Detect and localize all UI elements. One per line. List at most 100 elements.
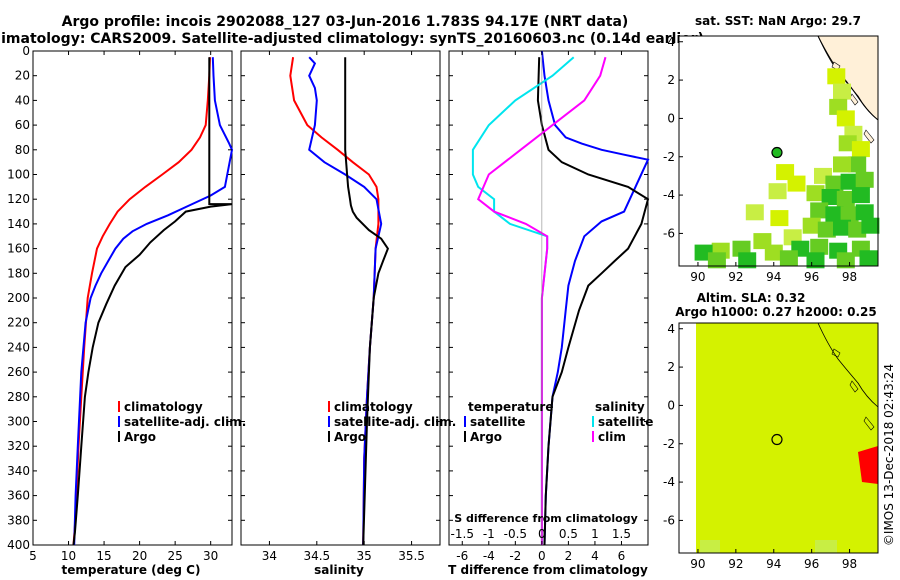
sumatra-land — [817, 322, 879, 408]
x-tick-label: 0 — [538, 549, 546, 563]
x-tick-label: 6 — [618, 549, 626, 563]
sst-cell — [861, 217, 880, 234]
island — [849, 380, 859, 393]
imos-credit: ©IMOS 13-Dec-2018 02:43:24 — [882, 364, 896, 546]
sst-cell — [836, 110, 855, 127]
legend-t-sat-label: satellite — [470, 415, 525, 429]
y-tick-label: 40 — [15, 93, 30, 107]
sst-cell — [821, 189, 840, 205]
map-x-tick-label: 92 — [728, 270, 743, 284]
map-y-tick-label: -4 — [663, 475, 675, 489]
y-tick-label: 20 — [15, 69, 30, 83]
legend-s-title: salinity — [595, 400, 645, 414]
y-tick-label: 260 — [7, 365, 30, 379]
sla-map-frame — [678, 322, 879, 554]
y-tick-label: 400 — [7, 538, 30, 552]
y-tick-label: 300 — [7, 415, 30, 429]
x-tick-label: 34 — [262, 549, 277, 563]
x-tick-label: 30 — [203, 549, 218, 563]
sst-cell — [833, 83, 851, 100]
sst-cell — [836, 252, 855, 269]
y-tick-label: 0 — [22, 44, 30, 58]
sst-cell — [787, 175, 806, 192]
map-x-tick-label: 90 — [690, 270, 705, 284]
sst-cell — [810, 202, 829, 219]
depth-ticks: 0 20 40 60 80 100 120 140 160 180 200 220 240 260 280 3… — [7, 44, 648, 552]
series-line-s-clim — [476, 56, 607, 545]
map-y-tick-label: 0 — [667, 111, 675, 125]
sst-cell — [768, 183, 787, 200]
map-y-tick-label: -6 — [663, 226, 675, 240]
series-line-climatology — [72, 57, 211, 546]
sst-cell — [840, 173, 859, 190]
sst-cell — [802, 217, 821, 234]
series-line-argo — [72, 57, 233, 546]
y-tick-label: 340 — [7, 464, 30, 478]
map-y-tick-label: -6 — [663, 513, 675, 527]
legend-t-argo-label: Argo — [470, 430, 502, 444]
y-tick-label: 180 — [7, 266, 30, 280]
temperature-panel — [32, 50, 233, 546]
legend-argo-label: Argo — [124, 430, 156, 444]
map-y-tick-label: 4 — [667, 322, 675, 336]
y-tick-label: 80 — [15, 143, 30, 157]
island — [863, 416, 875, 431]
sst-cell — [840, 206, 859, 223]
s-tick-label: -1 — [483, 527, 495, 541]
argo-location-marker — [771, 433, 783, 446]
x-tick-label: 25 — [168, 549, 183, 563]
sla-high-patch — [858, 446, 878, 484]
sla-low-patch — [815, 540, 837, 553]
sst-cell — [810, 238, 829, 255]
legend-s-sat-label: satellite — [598, 415, 653, 429]
temperature-xticks: 5 10 15 20 25 30 — [29, 51, 218, 563]
sla-map-ticks: 90 92 94 96 98 4 2 0 -2 -4 -6 — [663, 322, 857, 571]
y-tick-label: 240 — [7, 340, 30, 354]
s-tick-label: 1.5 — [612, 527, 631, 541]
s-difference-label: S difference from climatology — [454, 512, 638, 525]
sst-cell — [833, 156, 851, 173]
map-x-tick-label: 98 — [842, 270, 857, 284]
difference-panel — [448, 50, 649, 546]
sst-cell — [817, 221, 836, 238]
series-line-t-satellite — [540, 50, 650, 546]
map-x-tick-label: 96 — [804, 270, 819, 284]
map-x-tick-label: 94 — [766, 557, 781, 571]
sla-low-patch — [700, 540, 720, 553]
island — [863, 129, 875, 144]
salinity-xticks: 34 34.5 35 35.5 — [262, 51, 425, 563]
map-y-tick-label: 2 — [667, 73, 675, 87]
map-x-tick-label: 96 — [804, 557, 819, 571]
sst-cell — [855, 204, 874, 221]
s-tick-label: 0 — [538, 527, 546, 541]
sst-map-frame — [678, 35, 879, 267]
salinity-difference-ticks: -1.5 -1 -0.5 0 0.5 1 1.5 — [451, 527, 631, 541]
legend-clim-label: climatology — [124, 400, 203, 414]
x-tick-label: 35.5 — [398, 549, 425, 563]
y-tick-label: 120 — [7, 192, 30, 206]
x-tick-label: 34.5 — [303, 549, 330, 563]
map-x-tick-label: 90 — [690, 557, 705, 571]
series-line-argo — [344, 57, 390, 546]
x-tick-label: 5 — [29, 549, 37, 563]
sst-cell — [855, 171, 874, 188]
temperature-legend: climatology satellite-adj. clim. Argo — [118, 400, 246, 444]
y-tick-label: 140 — [7, 217, 30, 231]
map-y-tick-label: -2 — [663, 150, 675, 164]
salinity-panel — [240, 50, 441, 546]
s-tick-label: 1 — [591, 527, 599, 541]
legend-clim-label: climatology — [334, 400, 413, 414]
salinity-series — [289, 56, 390, 546]
s-tick-label: -0.5 — [504, 527, 527, 541]
sst-cell — [806, 185, 825, 202]
map-y-tick-label: 2 — [667, 360, 675, 374]
series-line-satellite-adj-clim- — [73, 57, 234, 546]
sst-cell — [851, 141, 870, 158]
y-tick-label: 100 — [7, 168, 30, 182]
x-tick-label: -2 — [509, 549, 521, 563]
temperature-xlabel: temperature (deg C) — [62, 563, 201, 577]
sst-cell — [825, 206, 844, 223]
map-x-tick-label: 94 — [766, 270, 781, 284]
sst-map — [678, 35, 880, 269]
x-tick-label: 15 — [96, 549, 111, 563]
